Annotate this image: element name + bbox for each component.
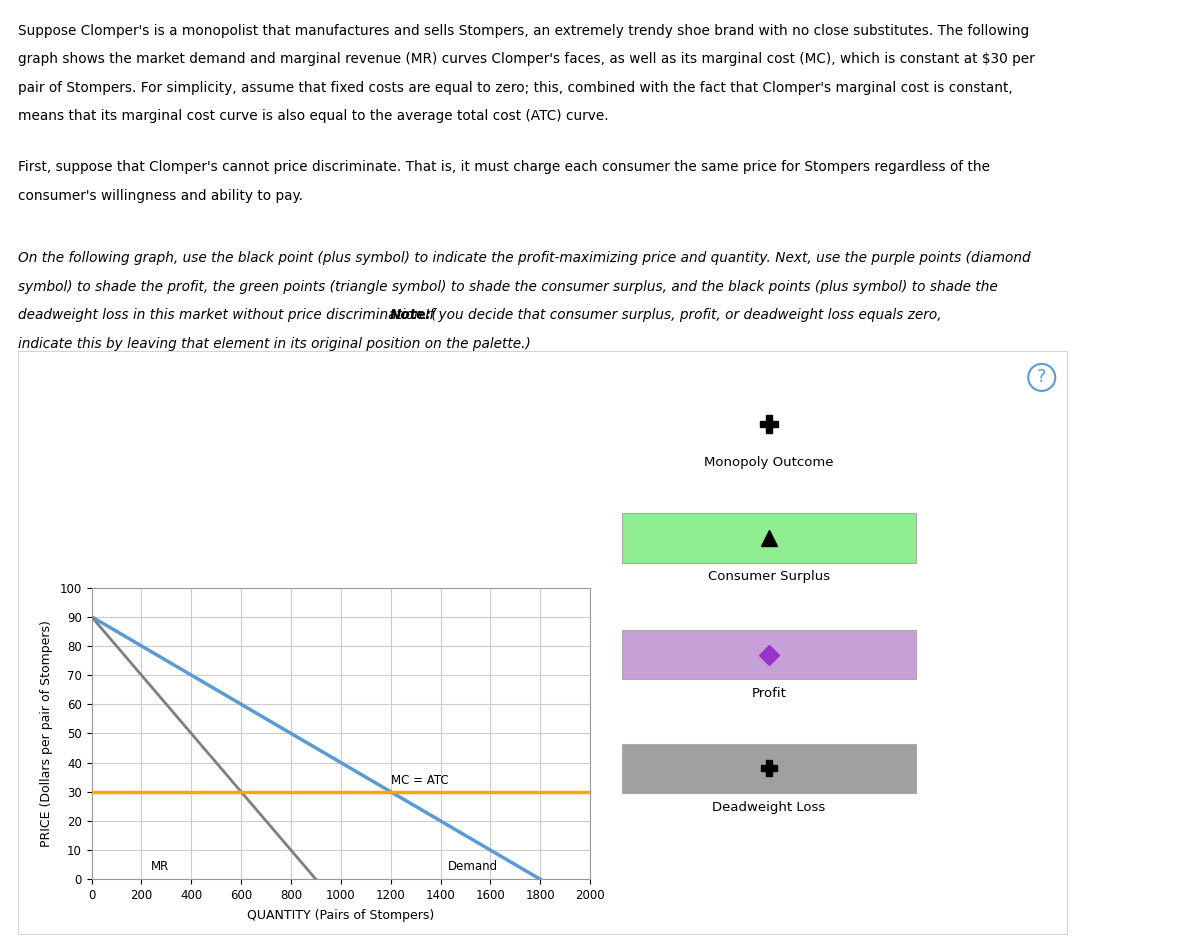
FancyBboxPatch shape bbox=[622, 513, 916, 563]
FancyBboxPatch shape bbox=[18, 351, 1068, 935]
Text: Monopoly Outcome: Monopoly Outcome bbox=[704, 456, 834, 469]
Y-axis label: PRICE (Dollars per pair of Stompers): PRICE (Dollars per pair of Stompers) bbox=[40, 620, 53, 847]
Text: pair of Stompers. For simplicity, assume that fixed costs are equal to zero; thi: pair of Stompers. For simplicity, assume… bbox=[18, 81, 1013, 95]
X-axis label: QUANTITY (Pairs of Stompers): QUANTITY (Pairs of Stompers) bbox=[247, 909, 434, 922]
Text: MR: MR bbox=[151, 861, 169, 873]
Text: consumer's willingness and ability to pay.: consumer's willingness and ability to pa… bbox=[18, 189, 302, 203]
Text: Demand: Demand bbox=[448, 861, 498, 873]
Text: symbol) to shade the profit, the green points (triangle symbol) to shade the con: symbol) to shade the profit, the green p… bbox=[18, 280, 997, 294]
Text: Consumer Surplus: Consumer Surplus bbox=[708, 570, 830, 583]
Text: First, suppose that Clomper's cannot price discriminate. That is, it must charge: First, suppose that Clomper's cannot pri… bbox=[18, 160, 990, 175]
Text: MC = ATC: MC = ATC bbox=[391, 774, 449, 788]
Text: graph shows the market demand and marginal revenue (MR) curves Clomper's faces, : graph shows the market demand and margin… bbox=[18, 52, 1034, 66]
Text: means that its marginal cost curve is also equal to the average total cost (ATC): means that its marginal cost curve is al… bbox=[18, 109, 608, 123]
Text: Profit: Profit bbox=[751, 687, 786, 699]
FancyBboxPatch shape bbox=[622, 630, 916, 679]
Text: ?: ? bbox=[1037, 368, 1046, 386]
Text: Suppose Clomper's is a monopolist that manufactures and sells Stompers, an extre: Suppose Clomper's is a monopolist that m… bbox=[18, 24, 1030, 38]
Text: Note:: Note: bbox=[390, 308, 432, 323]
Text: indicate this by leaving that element in its original position on the palette.): indicate this by leaving that element in… bbox=[18, 337, 530, 351]
Text: If you decide that consumer surplus, profit, or deadweight loss equals zero,: If you decide that consumer surplus, pro… bbox=[421, 308, 942, 323]
Text: On the following graph, use the black point (plus symbol) to indicate the profit: On the following graph, use the black po… bbox=[18, 251, 1031, 266]
Text: Deadweight Loss: Deadweight Loss bbox=[712, 801, 826, 813]
Text: deadweight loss in this market without price discrimination. (: deadweight loss in this market without p… bbox=[18, 308, 437, 323]
FancyBboxPatch shape bbox=[622, 744, 916, 793]
